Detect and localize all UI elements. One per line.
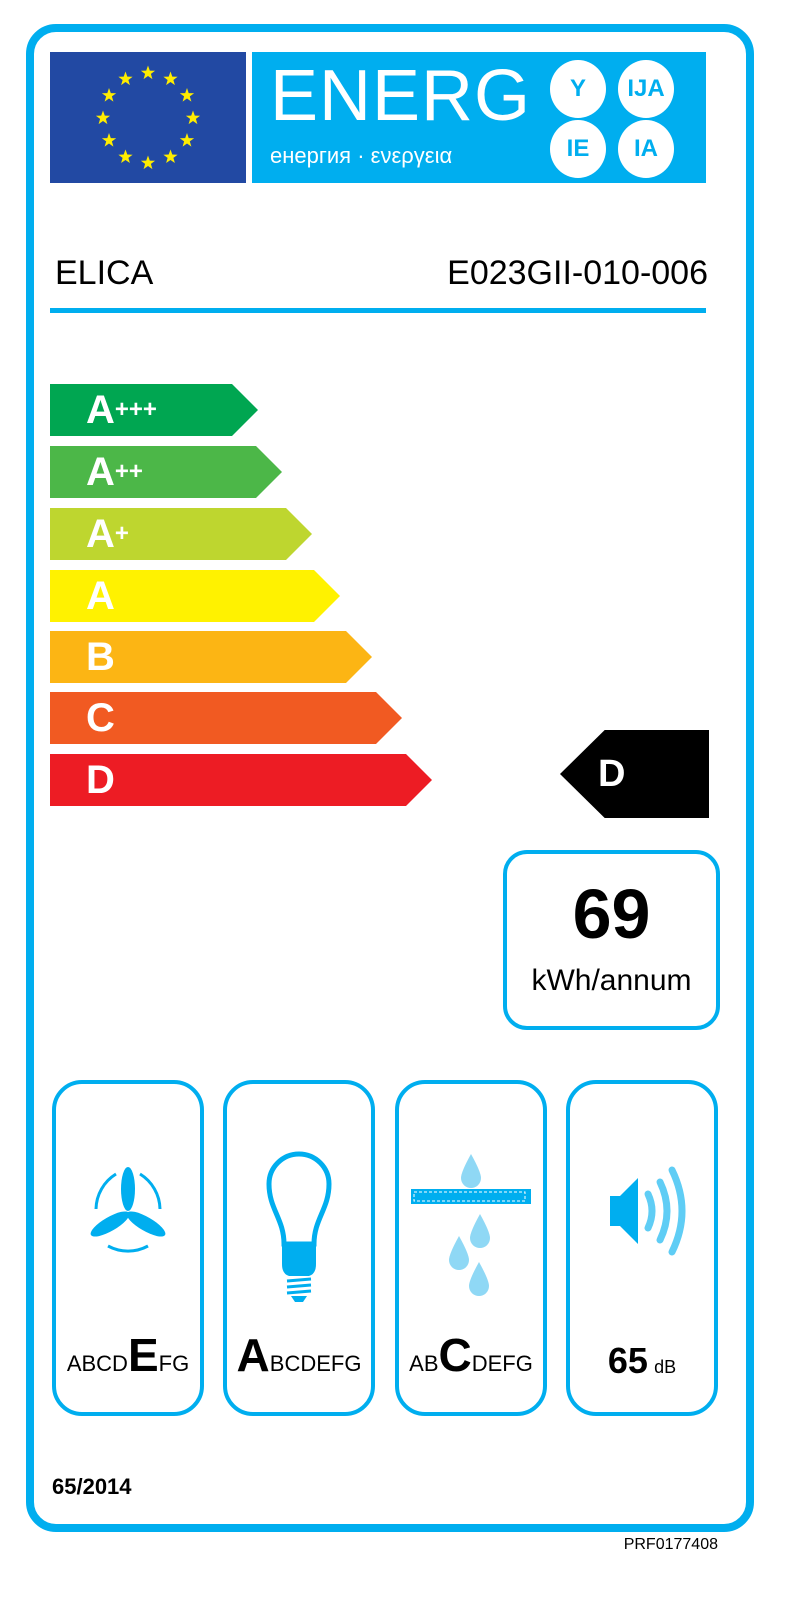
star-icon [101,133,117,147]
bar-letter: D [86,758,115,802]
star-icon [101,88,117,102]
suffix-ie: IE [550,120,606,178]
lighting-box: ABCDEFG [223,1080,375,1416]
bar-plus: ++ [114,458,143,485]
label-code: PRF0177408 [623,1536,718,1553]
energy-bar-6: C [50,692,402,744]
energy-bar-4: A [50,570,340,622]
model-id: E023GII-010-006 [447,254,708,292]
star-icon [118,71,133,86]
energy-bar-5: B [50,631,372,683]
label-frame [26,24,754,1532]
bar-plus: +++ [114,396,157,423]
grease-filter-rating: ABCDEFG [409,1329,533,1381]
lighting-rating: ABCDEFG [236,1329,362,1381]
bar-letter: B [86,635,115,679]
suffix-ia: IA [618,120,674,178]
bar-letter: A [86,574,115,618]
energy-bar-2: A++ [50,446,282,498]
star-icon [118,149,133,163]
star-icon [163,149,178,163]
energy-bar-1: A+++ [50,384,258,436]
star-icon [140,65,156,80]
speaker-noise-icon [610,1166,686,1256]
energy-bar-7: D [50,754,432,806]
energy-bar-3: A+ [50,508,312,560]
divider [50,308,706,313]
fan-icon [90,1167,166,1253]
bar-letter: A [86,512,115,556]
consumption-value: 69 [572,875,651,953]
consumption-box: 69 kWh/annum [503,850,720,1030]
energ-title: ENERG [270,56,532,136]
fluid-dynamic-box: ABCDEFG [52,1080,204,1416]
star-icon [179,133,195,147]
bar-letter: A [86,450,115,494]
bar-letter: A [86,388,115,432]
grease-filter-box: ABCDEFG [395,1080,547,1416]
suffix-ija: IJA [618,60,674,118]
light-bulb-icon [266,1151,332,1302]
eu-flag-icon [50,52,246,183]
star-icon [140,155,156,170]
fluid-dynamic-rating: ABCDEFG [66,1329,190,1381]
regulation-number: 65/2014 [52,1474,132,1499]
noise-value: 65 dB [607,1340,677,1381]
suffix-y: Y [550,60,606,118]
star-icon [163,71,178,86]
consumption-unit: kWh/annum [531,964,692,997]
grease-filter-icon [411,1154,531,1296]
star-icon [185,110,201,125]
star-icon [179,88,195,102]
noise-box: 65 dB [566,1080,718,1416]
star-icon [95,110,111,125]
energ-subtitle: енергия · ενεργεια [270,143,453,168]
energy-header: ENERG енергия · ενεργεια Y IJA IE IA [252,52,706,183]
bar-letter: C [86,696,115,740]
supplier-name: ELICA [55,254,154,292]
bar-plus: + [114,520,129,547]
